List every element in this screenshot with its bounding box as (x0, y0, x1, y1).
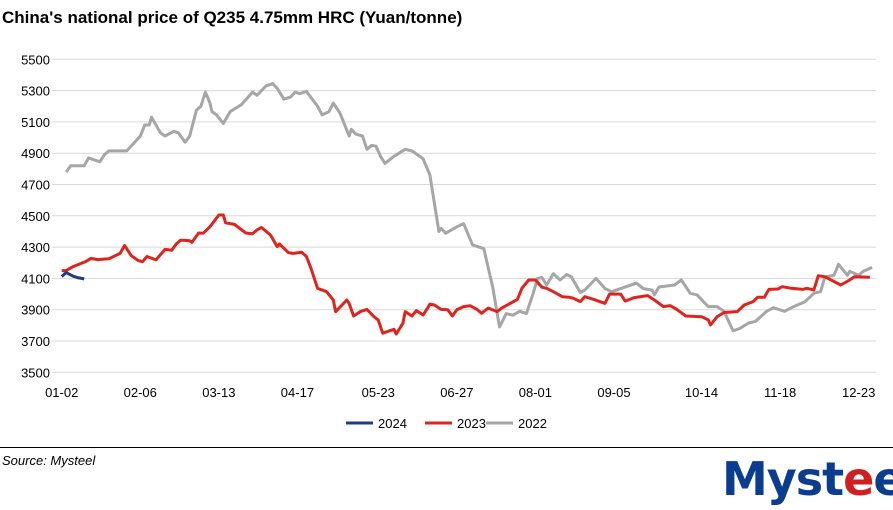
y-tick-label: 4500 (21, 209, 50, 224)
x-tick-label: 12-23 (842, 385, 875, 400)
source-note: Source: Mysteel (2, 453, 96, 468)
divider (0, 447, 893, 448)
x-tick-label: 04-17 (281, 385, 314, 400)
legend-label: 2023 (457, 416, 486, 431)
gridlines (52, 58, 876, 373)
y-tick-label: 3700 (21, 334, 50, 349)
mysteel-logo: Mysteel (722, 452, 893, 506)
legend: 2024 2023 2022 (346, 416, 547, 431)
x-tick-label: 02-06 (124, 385, 157, 400)
y-tick-label: 4100 (21, 271, 50, 286)
line-chart: 3500 3700 3900 4100 4300 4500 4700 4900 5100 5300… (21, 52, 876, 431)
y-tick-label: 4300 (21, 240, 50, 255)
y-axis: 3500 3700 3900 4100 4300 4500 4700 4900 5100 5300… (21, 52, 50, 380)
x-tick-label: 06-27 (440, 385, 473, 400)
y-tick-label: 5300 (21, 84, 50, 99)
y-tick-label: 3900 (21, 303, 50, 318)
y-tick-label: 5100 (21, 115, 50, 130)
series-lines (60, 82, 873, 336)
x-axis: 01-02 02-06 03-13 04-17 05-23 06-27 08-01 09-05… (45, 385, 875, 400)
x-tick-label: 10-14 (685, 385, 718, 400)
chart-title: China's national price of Q235 4.75mm HR… (2, 8, 463, 27)
y-tick-label: 5500 (21, 52, 50, 67)
y-tick-label: 3500 (21, 365, 50, 380)
x-tick-label: 05-23 (362, 385, 395, 400)
x-tick-label: 08-01 (519, 385, 552, 400)
series-line-2023 (61, 213, 870, 336)
x-tick-label: 01-02 (45, 385, 78, 400)
y-tick-label: 4700 (21, 178, 50, 193)
x-tick-label: 03-13 (202, 385, 235, 400)
series-line-2022 (64, 82, 873, 333)
series-line-2024 (60, 271, 85, 281)
legend-label: 2024 (378, 416, 407, 431)
x-tick-label: 09-05 (597, 385, 630, 400)
y-tick-label: 4900 (21, 146, 50, 161)
legend-label: 2022 (518, 416, 547, 431)
x-tick-label: 11-18 (764, 385, 796, 400)
